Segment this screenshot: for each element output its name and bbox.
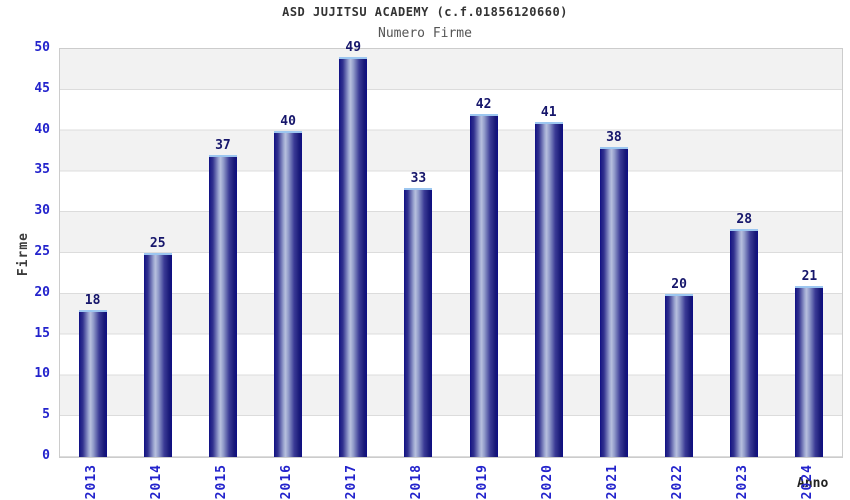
bar-2018 (404, 188, 433, 457)
y-tick-label: 5 (42, 407, 50, 423)
y-tick-label: 45 (34, 80, 50, 96)
bar-value-label: 25 (149, 236, 166, 251)
bar-2013 (78, 310, 107, 457)
y-tick-label: 50 (34, 40, 50, 55)
x-tick-label: 2020 (539, 464, 555, 500)
bar-value-label: 20 (671, 277, 687, 292)
chart-title: ASD JUJITSU ACADEMY (c.f.01856120660) (282, 5, 568, 19)
bar-2017 (339, 57, 368, 457)
bar-2019 (469, 114, 498, 457)
bar-value-label: 21 (801, 269, 818, 284)
x-tick-label: 2017 (344, 464, 360, 500)
y-tick-label: 15 (34, 325, 50, 341)
bar-value-label: 28 (736, 212, 753, 227)
bar-value-label: 37 (215, 138, 231, 153)
y-tick-label: 40 (34, 121, 50, 137)
bar-2021 (599, 147, 628, 457)
y-tick-label: 35 (34, 162, 50, 178)
y-tick-label: 0 (42, 448, 50, 463)
bar-2023 (730, 229, 759, 457)
x-tick-label: 2019 (474, 464, 490, 500)
bar-value-label: 40 (280, 114, 296, 129)
plot-area: 18 25 37 40 49 33 42 41 38 20 28 21 (59, 40, 843, 458)
bar-2015 (208, 155, 237, 457)
x-tick-label: 2021 (604, 464, 620, 500)
bar-value-label: 49 (345, 40, 362, 55)
bar-value-label: 38 (606, 130, 622, 145)
y-tick-label: 25 (34, 244, 50, 259)
bar-2024 (795, 286, 824, 457)
x-tick-label: 2018 (409, 464, 425, 500)
bar-2020 (534, 122, 563, 457)
x-tick-label: 2014 (148, 464, 164, 500)
x-tick-label: 2016 (279, 464, 295, 500)
x-tick-label: 2013 (83, 464, 99, 500)
y-tick-label: 30 (34, 203, 50, 219)
y-tick-label: 20 (34, 284, 50, 300)
x-tick-label: 2023 (735, 464, 751, 500)
bar-value-label: 33 (410, 171, 427, 186)
bar-value-label: 41 (540, 105, 557, 120)
bar-value-label: 18 (84, 293, 101, 308)
x-axis-title: Anno (797, 476, 829, 491)
bar-2022 (665, 294, 694, 457)
bar-value-label: 42 (475, 97, 492, 112)
bar-2016 (274, 131, 303, 457)
x-tick-label: 2015 (213, 464, 229, 500)
chart-subtitle: Numero Firme (378, 26, 472, 41)
bar-2014 (143, 253, 172, 457)
x-tick-label: 2024 (800, 464, 816, 500)
x-tick-label: 2022 (670, 464, 686, 500)
y-tick-label: 10 (34, 366, 50, 382)
